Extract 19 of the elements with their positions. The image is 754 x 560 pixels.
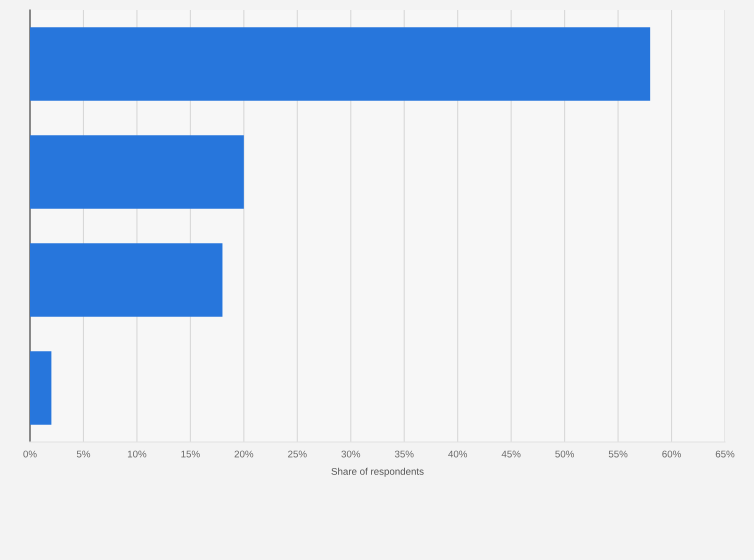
bar [30,243,222,317]
x-tick-label: 15% [181,450,200,458]
bar [30,351,52,425]
x-tick-label: 65% [716,450,734,458]
x-tick-label: 60% [662,450,681,458]
bar [30,135,244,209]
x-tick-label: 10% [128,450,146,458]
x-axis-title: Share of respondents [331,468,424,477]
bar [30,27,650,101]
x-tick-label: 55% [608,450,628,458]
x-tick-label: 5% [76,450,90,458]
x-tick-label: 45% [502,450,521,458]
x-tick-label: 50% [555,450,574,458]
x-tick-label: 30% [341,450,360,458]
x-tick-label: 0% [23,450,37,458]
x-tick-label: 35% [394,450,414,458]
x-tick-label: 25% [288,450,307,458]
x-tick-label: 40% [448,450,468,458]
x-tick-label: 20% [234,450,254,458]
